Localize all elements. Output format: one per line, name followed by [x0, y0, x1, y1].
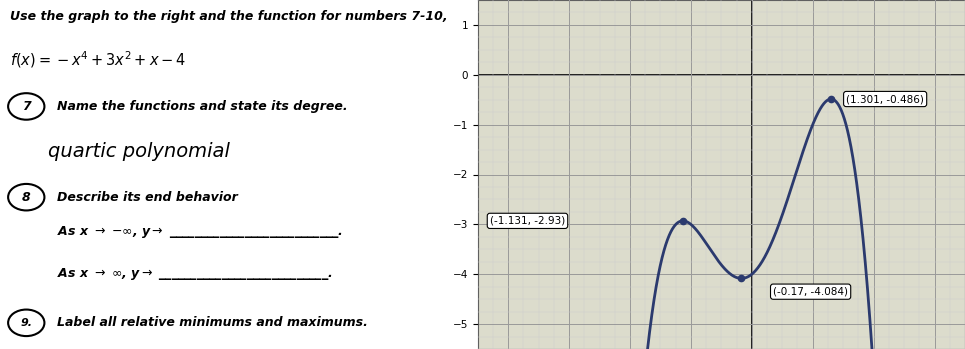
- Text: Name the functions and state its degree.: Name the functions and state its degree.: [57, 100, 348, 113]
- Text: 8: 8: [22, 191, 31, 204]
- Text: Label all relative minimums and maximums.: Label all relative minimums and maximums…: [57, 316, 369, 329]
- Text: 7: 7: [22, 100, 31, 113]
- Text: (-0.17, -4.084): (-0.17, -4.084): [773, 287, 848, 297]
- Text: 9.: 9.: [20, 318, 32, 328]
- Text: (1.301, -0.486): (1.301, -0.486): [846, 94, 924, 104]
- Text: quartic polynomial: quartic polynomial: [48, 142, 230, 161]
- Text: $f(x)=-x^4+3x^2+x-4$: $f(x)=-x^4+3x^2+x-4$: [10, 49, 185, 69]
- Text: Describe its end behavior: Describe its end behavior: [57, 191, 238, 204]
- Text: As x $\rightarrow$ $\infty$, y$\rightarrow$ ___________________________.: As x $\rightarrow$ $\infty$, y$\rightarr…: [57, 266, 333, 282]
- Text: Use the graph to the right and the function for numbers 7-10,: Use the graph to the right and the funct…: [10, 10, 447, 23]
- Text: As x $\rightarrow$ $-\infty$, y$\rightarrow$ ___________________________.: As x $\rightarrow$ $-\infty$, y$\rightar…: [57, 224, 344, 240]
- Text: (-1.131, -2.93): (-1.131, -2.93): [490, 216, 565, 226]
